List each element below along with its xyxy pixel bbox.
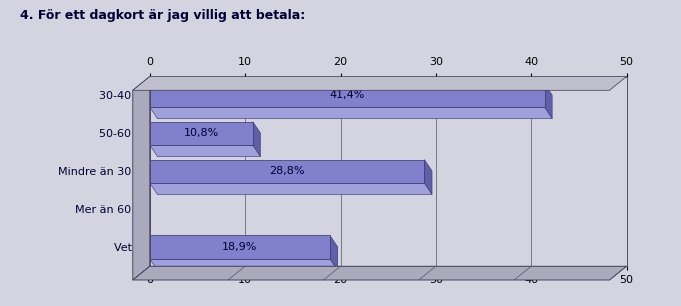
FancyBboxPatch shape xyxy=(150,84,545,107)
FancyBboxPatch shape xyxy=(150,122,253,145)
Polygon shape xyxy=(253,122,260,157)
Text: 10,8%: 10,8% xyxy=(184,129,219,138)
Text: 28,8%: 28,8% xyxy=(270,166,305,176)
Text: 18,9%: 18,9% xyxy=(222,242,257,252)
Polygon shape xyxy=(133,76,150,280)
Polygon shape xyxy=(133,76,627,90)
Polygon shape xyxy=(424,160,432,195)
Text: 4. För ett dagkort är jag villig att betala:: 4. För ett dagkort är jag villig att bet… xyxy=(20,9,306,22)
Polygon shape xyxy=(133,266,627,280)
Polygon shape xyxy=(150,107,552,119)
Polygon shape xyxy=(545,84,552,119)
Text: 41,4%: 41,4% xyxy=(330,91,365,100)
FancyBboxPatch shape xyxy=(150,236,330,259)
Polygon shape xyxy=(330,236,338,271)
FancyBboxPatch shape xyxy=(150,160,424,183)
Polygon shape xyxy=(150,183,432,195)
Polygon shape xyxy=(150,145,260,157)
Polygon shape xyxy=(150,259,338,271)
